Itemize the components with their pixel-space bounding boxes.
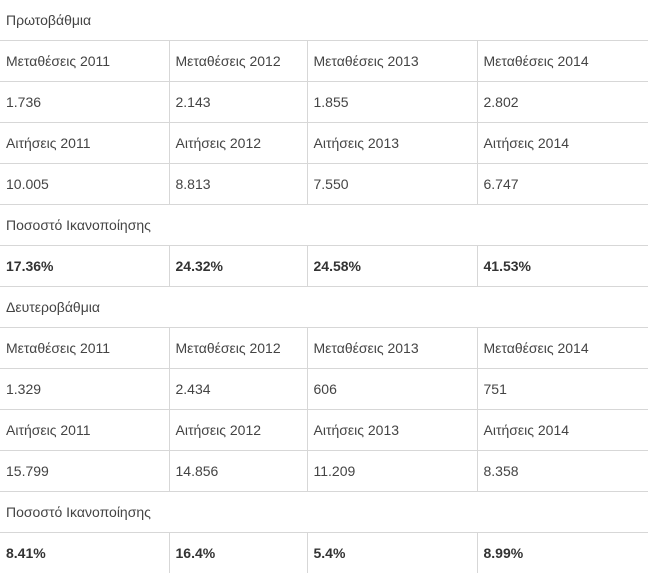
- value-cell: 2.143: [169, 82, 307, 123]
- transfer-values-row: 1.329 2.434 606 751: [0, 369, 648, 410]
- satisfaction-label-row: Ποσοστό Ικανοποίησης: [0, 205, 648, 246]
- application-values-row: 15.799 14.856 11.209 8.358: [0, 451, 648, 492]
- value-cell: 2.802: [477, 82, 648, 123]
- value-cell: 6.747: [477, 164, 648, 205]
- header-cell: Αιτήσεις 2012: [169, 123, 307, 164]
- value-cell: 14.856: [169, 451, 307, 492]
- transfer-header-row: Μεταθέσεις 2011 Μεταθέσεις 2012 Μεταθέσε…: [0, 328, 648, 369]
- section-title: Πρωτοβάθμια: [0, 0, 648, 41]
- application-values-row: 10.005 8.813 7.550 6.747: [0, 164, 648, 205]
- value-cell: 751: [477, 369, 648, 410]
- section-title-row: Πρωτοβάθμια: [0, 0, 648, 41]
- header-cell: Αιτήσεις 2011: [0, 410, 169, 451]
- value-cell: 11.209: [307, 451, 477, 492]
- header-cell: Αιτήσεις 2012: [169, 410, 307, 451]
- value-cell: 606: [307, 369, 477, 410]
- value-cell: 1.736: [0, 82, 169, 123]
- value-cell: 7.550: [307, 164, 477, 205]
- transfer-values-row: 1.736 2.143 1.855 2.802: [0, 82, 648, 123]
- header-cell: Μεταθέσεις 2012: [169, 41, 307, 82]
- value-cell: 1.855: [307, 82, 477, 123]
- header-cell: Μεταθέσεις 2011: [0, 328, 169, 369]
- application-header-row: Αιτήσεις 2011 Αιτήσεις 2012 Αιτήσεις 201…: [0, 123, 648, 164]
- satisfaction-cell: 24.58%: [307, 246, 477, 287]
- value-cell: 15.799: [0, 451, 169, 492]
- application-header-row: Αιτήσεις 2011 Αιτήσεις 2012 Αιτήσεις 201…: [0, 410, 648, 451]
- header-cell: Μεταθέσεις 2014: [477, 41, 648, 82]
- header-cell: Μεταθέσεις 2014: [477, 328, 648, 369]
- header-cell: Μεταθέσεις 2013: [307, 41, 477, 82]
- satisfaction-cell: 24.32%: [169, 246, 307, 287]
- header-cell: Μεταθέσεις 2011: [0, 41, 169, 82]
- header-cell: Αιτήσεις 2011: [0, 123, 169, 164]
- value-cell: 10.005: [0, 164, 169, 205]
- header-cell: Μεταθέσεις 2013: [307, 328, 477, 369]
- header-cell: Μεταθέσεις 2012: [169, 328, 307, 369]
- value-cell: 1.329: [0, 369, 169, 410]
- satisfaction-values-row: 17.36% 24.32% 24.58% 41.53%: [0, 246, 648, 287]
- satisfaction-label-row: Ποσοστό Ικανοποίησης: [0, 492, 648, 533]
- satisfaction-label: Ποσοστό Ικανοποίησης: [0, 492, 648, 533]
- satisfaction-cell: 41.53%: [477, 246, 648, 287]
- satisfaction-cell: 17.36%: [0, 246, 169, 287]
- transfer-header-row: Μεταθέσεις 2011 Μεταθέσεις 2012 Μεταθέσε…: [0, 41, 648, 82]
- value-cell: 8.813: [169, 164, 307, 205]
- header-cell: Αιτήσεις 2014: [477, 410, 648, 451]
- header-cell: Αιτήσεις 2014: [477, 123, 648, 164]
- header-cell: Αιτήσεις 2013: [307, 123, 477, 164]
- value-cell: 2.434: [169, 369, 307, 410]
- section-title-row: Δευτεροβάθμια: [0, 287, 648, 328]
- header-cell: Αιτήσεις 2013: [307, 410, 477, 451]
- section-title: Δευτεροβάθμια: [0, 287, 648, 328]
- satisfaction-label: Ποσοστό Ικανοποίησης: [0, 205, 648, 246]
- value-cell: 8.358: [477, 451, 648, 492]
